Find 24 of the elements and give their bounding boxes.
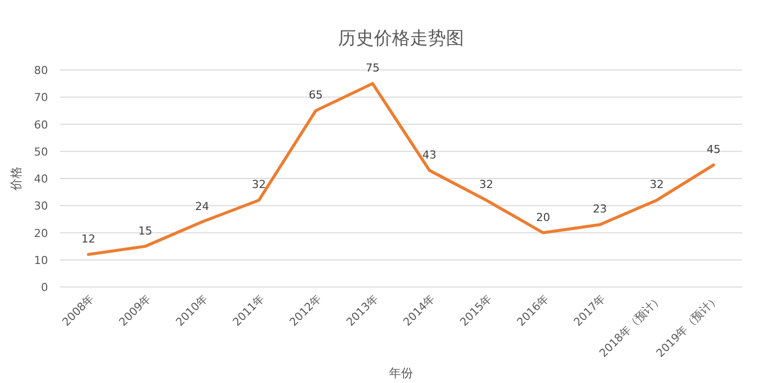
chart-title: 历史价格走势图	[338, 28, 464, 49]
y-tick-label: 50	[34, 145, 48, 158]
data-label: 12	[81, 232, 96, 246]
data-label: 75	[366, 62, 380, 75]
y-axis-title: 价格	[9, 166, 23, 192]
y-tick-label: 0	[41, 281, 48, 294]
data-label: 32	[252, 178, 266, 192]
data-label: 65	[308, 88, 323, 102]
y-tick-label: 40	[34, 172, 48, 186]
data-label: 15	[138, 224, 152, 238]
y-tick-label: 70	[34, 91, 48, 104]
data-label: 45	[706, 142, 721, 156]
data-label: 20	[536, 210, 550, 224]
y-tick-label: 20	[34, 226, 48, 240]
data-label: 32	[650, 178, 664, 192]
x-axis-title: 年份	[389, 366, 413, 380]
data-label: 23	[592, 202, 607, 216]
y-tick-label: 80	[34, 64, 48, 77]
y-tick-label: 30	[34, 200, 48, 213]
y-tick-label: 10	[34, 254, 48, 267]
data-label: 24	[195, 200, 210, 213]
data-label: 43	[422, 148, 436, 162]
y-tick-label: 60	[34, 118, 48, 132]
data-label: 32	[479, 178, 494, 192]
